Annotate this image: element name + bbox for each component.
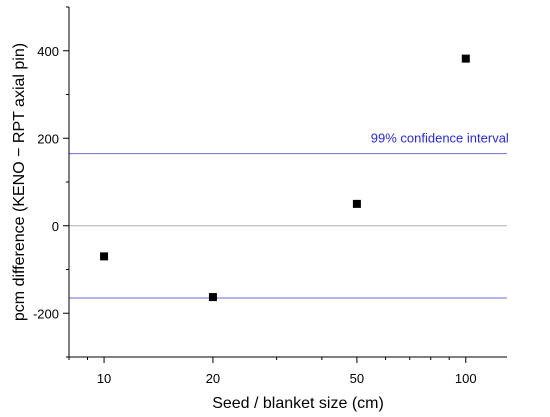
y-tick-label: -200	[33, 306, 59, 321]
data-point	[461, 54, 470, 63]
axes	[68, 7, 507, 358]
data-point	[208, 293, 217, 302]
confidence-interval-label: 99% confidence interval	[371, 130, 509, 145]
data-point	[100, 252, 109, 261]
reference-lines	[69, 153, 507, 299]
data-points	[100, 54, 470, 302]
y-axis-title: pcm difference (KENO − RPT axial pin)	[11, 43, 28, 321]
y-tick-label: 400	[37, 44, 59, 59]
y-tick-label: 200	[37, 131, 59, 146]
ticks: -200 0 200 400 10 20 50 100	[33, 6, 477, 386]
x-axis-title: Seed / blanket size (cm)	[212, 395, 384, 412]
x-tick-label: 100	[455, 371, 477, 386]
data-point	[352, 199, 361, 208]
y-tick-label: 0	[52, 219, 59, 234]
x-tick-label: 10	[97, 371, 111, 386]
x-tick-label: 20	[206, 371, 220, 386]
x-tick-label: 50	[350, 371, 364, 386]
